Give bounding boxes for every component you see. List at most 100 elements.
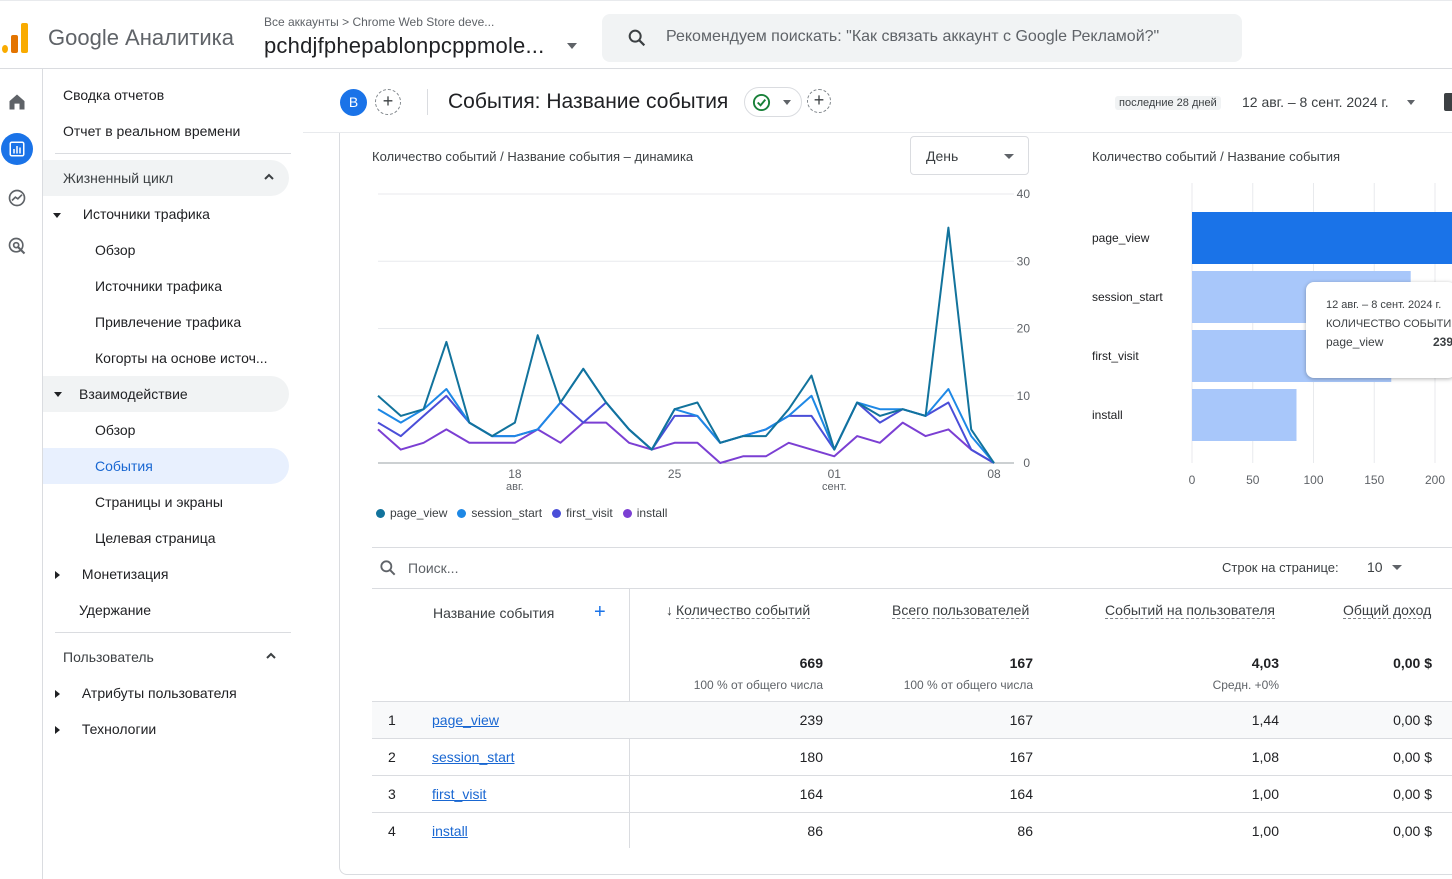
nav-traffic-sources[interactable]: Источники трафика: [53, 199, 210, 229]
add-filter-button[interactable]: +: [807, 89, 831, 113]
reports-nav: Сводка отчетов Отчет в реальном времени …: [43, 69, 303, 879]
x-tick-label: 150: [1364, 473, 1384, 487]
cell-name[interactable]: install: [432, 823, 468, 839]
nav-realtime[interactable]: Отчет в реальном времени: [63, 123, 241, 139]
table-row[interactable]: 3 first_visit 164 164 1,00 0,00 $: [372, 775, 1452, 812]
nav-item-label: Технологии: [81, 721, 157, 737]
analytics-logo-icon[interactable]: [0, 21, 30, 53]
caret-down-icon: [783, 100, 791, 105]
cell-idx: 4: [388, 823, 396, 839]
table-row[interactable]: 2 session_start 180 167 1,08 0,00 $: [372, 738, 1452, 775]
y-tick-label: 20: [1017, 322, 1031, 336]
report-status-chip[interactable]: [744, 87, 802, 117]
date-dropdown-icon[interactable]: [1407, 100, 1415, 105]
nav-tech[interactable]: Технологии: [55, 714, 156, 744]
nav-section-lifecycle[interactable]: Жизненный цикл: [43, 160, 289, 196]
x-tick-label: 08: [987, 467, 1001, 481]
nav-monetization[interactable]: Монетизация: [55, 559, 168, 589]
nav-en-events[interactable]: События: [43, 448, 289, 484]
date-range-picker[interactable]: 12 авг. – 8 сент. 2024 г.: [1242, 94, 1389, 110]
tooltip-label: page_view: [1326, 335, 1384, 349]
nav-ts-overview[interactable]: Обзор: [95, 242, 136, 258]
nav-ts-sources[interactable]: Источники трафика: [95, 278, 223, 294]
x-tick-label: 0: [1189, 473, 1196, 487]
event-name-link[interactable]: session_start: [432, 749, 515, 765]
series-line-page-view: [377, 226, 995, 464]
cell-per-user: 1,08: [1251, 749, 1279, 765]
all-accounts-link[interactable]: Все аккаунты: [264, 15, 339, 29]
table-row[interactable]: 1 page_view 239 167 1,44 0,00 $: [372, 701, 1452, 738]
granularity-dropdown[interactable]: День: [910, 136, 1029, 175]
col-header-per-user-label: Событий на пользователя: [1105, 602, 1275, 619]
table-search-input[interactable]: Поиск...: [408, 560, 459, 576]
toolbar-edge-icon[interactable]: [1444, 93, 1452, 111]
cell-name[interactable]: page_view: [432, 712, 499, 728]
total-per-user-sub: Средн. +0%: [1212, 678, 1279, 692]
col-header-count[interactable]: ↓ Количество событий: [666, 602, 811, 619]
nav-engagement[interactable]: Взаимодействие: [43, 376, 289, 412]
account-breadcrumb[interactable]: Все аккаунты > Chrome Web Store deve...: [264, 15, 494, 29]
account-selector[interactable]: pchdjfphepablonpcppmole...: [264, 33, 545, 58]
cell-name[interactable]: first_visit: [432, 786, 486, 802]
home-icon[interactable]: [4, 89, 30, 115]
nav-item-label: Взаимодействие: [79, 386, 188, 402]
col-header-revenue-label: Общий доход: [1343, 602, 1432, 619]
chevron-right-icon: >: [342, 15, 353, 29]
line-chart-title: Количество событий / Название события – …: [372, 149, 694, 164]
nav-section-label: Жизненный цикл: [63, 170, 174, 186]
chevron-up-icon[interactable]: [263, 160, 275, 196]
bar-install[interactable]: [1192, 389, 1297, 441]
col-header-users-label: Всего пользователей: [892, 602, 1030, 619]
legend-item[interactable]: page_view: [376, 506, 447, 520]
legend-item[interactable]: session_start: [457, 506, 542, 520]
x-tick-label: 50: [1246, 473, 1260, 487]
account-dropdown-icon[interactable]: [567, 43, 577, 49]
x-tick-label: 100: [1303, 473, 1323, 487]
reports-icon[interactable]: [1, 133, 33, 165]
total-per-user: 4,03: [1251, 655, 1279, 671]
nav-en-landing[interactable]: Целевая страница: [95, 530, 216, 546]
cell-revenue: 0,00 $: [1393, 823, 1432, 839]
chevron-up-icon[interactable]: [265, 642, 277, 672]
col-header-users[interactable]: Всего пользователей: [892, 602, 1030, 619]
arrow-down-icon: ↓: [666, 602, 673, 618]
cell-revenue: 0,00 $: [1393, 786, 1432, 802]
add-comparison-button[interactable]: +: [375, 89, 401, 115]
chart-tooltip: 12 авг. – 8 сент. 2024 г. КОЛИЧЕСТВО СОБ…: [1306, 282, 1452, 378]
add-dimension-button[interactable]: +: [594, 601, 606, 623]
cell-count: 86: [807, 823, 823, 839]
caret-down-icon: [54, 392, 62, 397]
nav-summary[interactable]: Сводка отчетов: [63, 87, 165, 103]
col-header-count-label: Количество событий: [676, 602, 811, 619]
nav-en-overview[interactable]: Обзор: [95, 422, 136, 438]
nav-item-label: Монетизация: [81, 566, 169, 582]
col-header-revenue[interactable]: Общий доход: [1343, 602, 1432, 619]
explore-icon[interactable]: [4, 185, 30, 211]
comparison-badge[interactable]: B: [340, 89, 367, 116]
cell-name[interactable]: session_start: [432, 749, 514, 765]
event-name-link[interactable]: install: [432, 823, 468, 839]
search-bar[interactable]: Рекомендуем поискать: "Как связать аккау…: [602, 14, 1242, 62]
nav-divider: [55, 632, 291, 633]
brand-name: Google Аналитика: [48, 25, 234, 50]
nav-ts-cohorts[interactable]: Когорты на основе источ...: [95, 350, 268, 366]
event-name-link[interactable]: first_visit: [432, 786, 487, 802]
nav-retention[interactable]: Удержание: [79, 602, 152, 618]
legend-label: install: [636, 506, 668, 520]
nav-user-attributes[interactable]: Атрибуты пользователя: [55, 678, 237, 708]
total-users-sub: 100 % от общего числа: [903, 678, 1033, 692]
nav-section-user[interactable]: Пользователь: [63, 642, 289, 672]
event-name-link[interactable]: page_view: [432, 712, 499, 728]
bar-label: page_view: [1092, 231, 1150, 245]
legend-item[interactable]: install: [622, 506, 668, 520]
table-row[interactable]: 4 install 86 86 1,00 0,00 $: [372, 812, 1452, 849]
legend-item[interactable]: first_visit: [552, 506, 613, 520]
nav-en-pages[interactable]: Страницы и экраны: [95, 494, 223, 510]
bar-page-view[interactable]: [1192, 212, 1452, 264]
advertising-icon[interactable]: [4, 233, 30, 259]
col-header-per-user[interactable]: Событий на пользователя: [1105, 602, 1275, 619]
rows-per-page-select[interactable]: 10: [1367, 559, 1417, 575]
col-header-name[interactable]: Название события: [433, 605, 555, 621]
nav-ts-acquisition[interactable]: Привлечение трафика: [95, 314, 242, 330]
